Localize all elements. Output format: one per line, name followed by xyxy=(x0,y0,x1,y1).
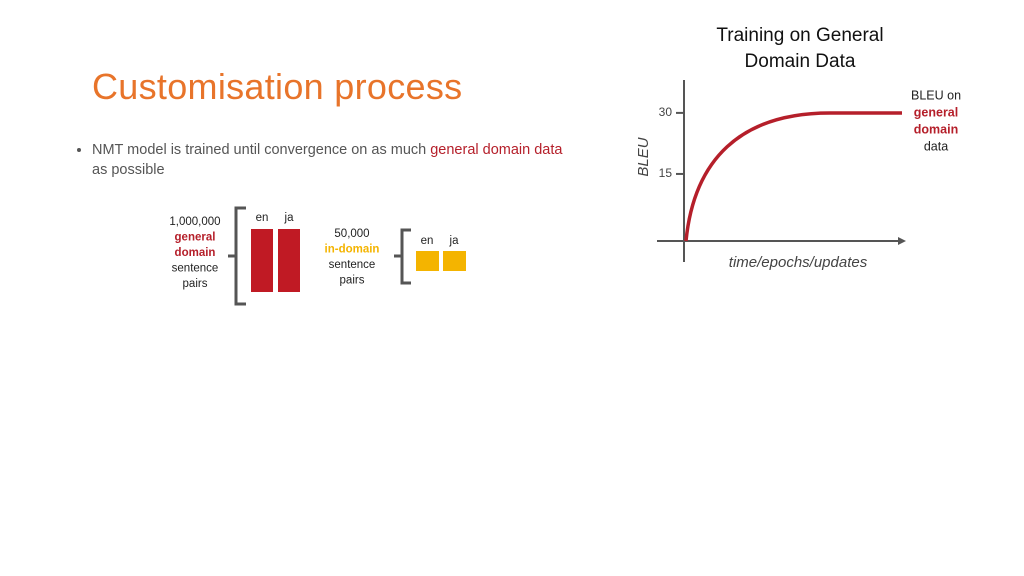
annotation: domain xyxy=(914,122,958,136)
bracket xyxy=(228,206,246,306)
bullet: NMT model is trained until convergence o… xyxy=(92,140,572,180)
column-label: en xyxy=(421,235,434,247)
y-axis-label: BLEU xyxy=(635,137,652,176)
bullet-text: NMT model is trained until convergence o… xyxy=(92,142,431,158)
annotation: general xyxy=(914,105,958,119)
corpus-bar xyxy=(416,251,439,271)
corpus-label: in-domain xyxy=(325,244,380,256)
bullet-highlight: general domain data xyxy=(430,142,563,158)
annotation: data xyxy=(924,139,948,153)
corpus-label: 1,000,000 xyxy=(169,216,220,228)
column-label: ja xyxy=(449,235,460,247)
corpus-label: pairs xyxy=(340,275,365,287)
annotation: BLEU on xyxy=(911,88,961,102)
corpus-bar xyxy=(278,229,300,292)
bullet-text: as possible xyxy=(92,162,165,178)
x-axis-label: time/epochs/updates xyxy=(729,254,868,271)
corpus-label: sentence xyxy=(172,263,219,275)
column-label: en xyxy=(256,212,269,224)
corpus-bar xyxy=(443,251,466,271)
chart-title: Domain Data xyxy=(745,51,856,72)
y-tick-label: 30 xyxy=(659,105,673,119)
corpus-label: pairs xyxy=(183,278,208,290)
column-label: ja xyxy=(284,212,295,224)
axis-arrow xyxy=(898,237,906,245)
bracket xyxy=(394,228,411,285)
corpus-label: general xyxy=(175,232,216,244)
y-tick-label: 15 xyxy=(659,166,673,180)
bullet-list: NMT model is trained until convergence o… xyxy=(66,140,572,180)
corpus-bar xyxy=(251,229,273,292)
corpus-label: sentence xyxy=(329,259,376,271)
slide-title: Customisation process xyxy=(92,66,463,107)
corpus-label: domain xyxy=(175,247,216,259)
corpus-label: 50,000 xyxy=(334,228,369,240)
bleu-curve xyxy=(684,111,902,242)
chart-title: Training on General xyxy=(716,25,883,46)
